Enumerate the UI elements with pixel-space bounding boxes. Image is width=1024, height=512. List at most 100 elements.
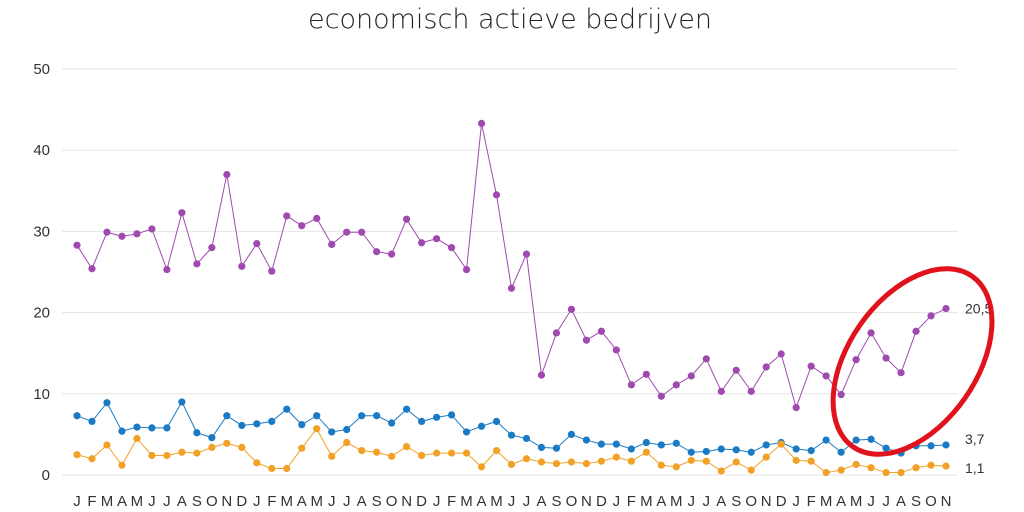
data-point xyxy=(492,447,501,455)
data-point xyxy=(702,457,710,465)
data-point xyxy=(687,372,695,380)
data-point xyxy=(642,370,650,378)
data-point xyxy=(717,387,725,395)
x-tick-label: A xyxy=(117,493,127,510)
data-point xyxy=(522,250,531,258)
data-point xyxy=(148,424,156,432)
y-tick-label: 10 xyxy=(33,386,50,403)
data-point xyxy=(178,448,186,456)
data-point xyxy=(103,441,111,449)
x-tick-label: J xyxy=(523,493,531,510)
data-point xyxy=(612,453,620,461)
data-point xyxy=(103,228,111,236)
x-tick-label: M xyxy=(850,493,863,510)
data-point xyxy=(852,356,860,364)
data-point xyxy=(328,452,336,460)
data-point xyxy=(373,412,381,420)
x-tick-label: J xyxy=(882,493,890,510)
data-point xyxy=(253,420,261,428)
data-point xyxy=(612,346,620,354)
data-point xyxy=(148,451,156,460)
data-point xyxy=(193,429,201,437)
x-tick-label: A xyxy=(536,493,546,510)
data-point xyxy=(552,444,561,452)
data-point xyxy=(777,440,785,448)
x-tick-label: M xyxy=(460,493,473,510)
data-point xyxy=(73,241,81,249)
x-tick-label: A xyxy=(357,493,367,510)
data-point xyxy=(178,398,186,406)
x-tick-label: N xyxy=(761,493,772,510)
data-point xyxy=(268,417,276,426)
data-point xyxy=(687,448,695,456)
data-point xyxy=(927,312,935,320)
data-point xyxy=(657,392,665,400)
data-point xyxy=(642,448,650,456)
x-tick-label: J xyxy=(343,493,351,510)
data-point xyxy=(747,448,755,456)
data-point xyxy=(522,434,531,443)
data-point xyxy=(148,225,156,233)
highlight-ellipse xyxy=(830,266,995,457)
data-point xyxy=(73,412,81,420)
data-point xyxy=(298,222,306,230)
data-point xyxy=(672,439,680,447)
data-point xyxy=(268,464,276,473)
data-point xyxy=(882,468,890,477)
x-tick-label: D xyxy=(236,493,247,510)
x-tick-label: D xyxy=(416,493,427,510)
x-tick-label: M xyxy=(310,493,323,510)
data-point xyxy=(88,455,96,463)
data-point xyxy=(582,336,591,344)
data-point xyxy=(193,260,201,268)
x-tick-label: F xyxy=(627,493,636,510)
data-point xyxy=(238,421,246,430)
data-point xyxy=(597,327,605,335)
data-point xyxy=(462,449,471,457)
data-point xyxy=(762,363,770,371)
x-tick-label: J xyxy=(867,493,875,510)
data-point xyxy=(762,453,770,461)
series-2 xyxy=(73,425,950,477)
data-point xyxy=(118,232,126,240)
data-point xyxy=(313,412,321,420)
data-point xyxy=(118,461,126,469)
x-tick-label: J xyxy=(703,493,711,510)
data-point xyxy=(552,329,561,337)
data-point xyxy=(507,431,516,439)
data-point xyxy=(283,464,291,473)
data-point xyxy=(223,439,231,447)
data-point xyxy=(657,441,665,449)
data-point xyxy=(672,381,680,389)
data-point xyxy=(118,427,126,435)
data-point xyxy=(732,446,740,454)
x-tick-label: S xyxy=(731,493,741,510)
chart-title: economisch actieve bedrijven xyxy=(308,4,712,35)
data-point xyxy=(912,327,920,335)
data-point xyxy=(627,445,635,453)
data-point xyxy=(343,425,351,434)
data-point xyxy=(777,350,785,358)
x-tick-label: D xyxy=(596,493,607,510)
series-0 xyxy=(73,119,950,412)
data-point xyxy=(432,413,441,421)
data-point xyxy=(403,215,411,223)
data-point xyxy=(807,362,815,370)
x-tick-label: J xyxy=(688,493,696,510)
x-tick-label: A xyxy=(297,493,307,510)
x-tick-label: N xyxy=(401,493,412,510)
x-tick-label: M xyxy=(490,493,503,510)
x-tick-label: O xyxy=(206,493,218,510)
x-tick-label: O xyxy=(566,493,578,510)
data-point xyxy=(537,371,546,379)
x-tick-label: N xyxy=(581,493,592,510)
data-point xyxy=(358,228,366,236)
data-point xyxy=(462,428,471,436)
x-tick-label: J xyxy=(253,493,261,510)
data-point xyxy=(418,239,426,247)
data-point xyxy=(942,304,950,313)
data-point xyxy=(358,412,366,420)
x-tick-label: A xyxy=(896,493,906,510)
data-point xyxy=(447,449,456,457)
data-point xyxy=(178,209,186,217)
